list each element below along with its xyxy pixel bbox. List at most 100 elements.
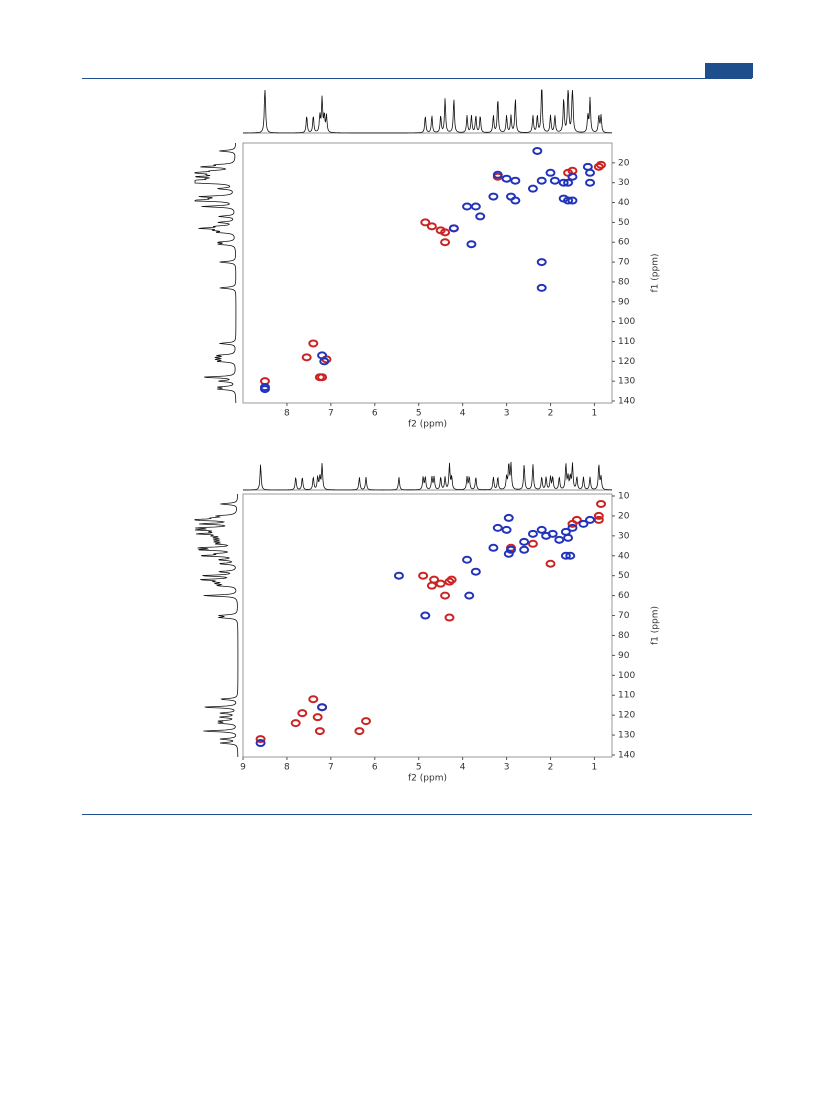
peak bbox=[426, 581, 437, 590]
y-tick-label: 60 bbox=[618, 591, 630, 601]
peak bbox=[545, 559, 556, 568]
peak bbox=[354, 727, 365, 736]
y-tick-label: 140 bbox=[618, 751, 635, 761]
y-axis-label: f1 (ppm) bbox=[651, 606, 661, 645]
peak bbox=[536, 176, 547, 185]
peak bbox=[527, 529, 538, 538]
plot-frame bbox=[242, 142, 613, 404]
peak bbox=[440, 591, 451, 600]
peak bbox=[440, 228, 451, 237]
peak bbox=[475, 212, 486, 221]
peak bbox=[435, 579, 446, 588]
y-tick-label: 120 bbox=[618, 357, 635, 367]
peak bbox=[503, 513, 514, 522]
y-tick-label: 70 bbox=[618, 611, 630, 621]
peak bbox=[488, 543, 499, 552]
peak bbox=[464, 591, 475, 600]
peak bbox=[488, 192, 499, 201]
peak bbox=[312, 713, 323, 722]
x-tick-label: 8 bbox=[284, 763, 290, 773]
x-tick-label: 7 bbox=[328, 763, 334, 773]
x-tick-label: 5 bbox=[416, 763, 422, 773]
y-tick-label: 40 bbox=[618, 198, 630, 208]
peak bbox=[462, 555, 473, 564]
peak bbox=[596, 499, 607, 508]
peak bbox=[255, 735, 266, 744]
peak bbox=[585, 168, 596, 177]
y-tick-label: 80 bbox=[618, 277, 630, 287]
peak bbox=[567, 196, 578, 205]
peak bbox=[549, 176, 560, 185]
peak bbox=[532, 146, 543, 155]
peak bbox=[558, 178, 569, 187]
x-axis-label: f2 (ppm) bbox=[408, 774, 447, 784]
peak bbox=[567, 519, 578, 528]
y-tick-label: 100 bbox=[618, 317, 635, 327]
top-projection bbox=[242, 461, 613, 491]
peak bbox=[560, 551, 571, 560]
x-tick-label: 2 bbox=[548, 409, 554, 419]
x-tick-label: 8 bbox=[284, 409, 290, 419]
peak bbox=[466, 240, 477, 249]
y-tick-label: 30 bbox=[618, 531, 630, 541]
x-tick-label: 4 bbox=[460, 409, 466, 419]
header-tab bbox=[705, 63, 753, 78]
x-tick-label: 1 bbox=[592, 409, 598, 419]
peak bbox=[545, 168, 556, 177]
peak bbox=[565, 551, 576, 560]
peak bbox=[255, 739, 266, 748]
x-tick-label: 5 bbox=[416, 409, 422, 419]
y-tick-label: 90 bbox=[618, 651, 630, 661]
y-tick-label: 20 bbox=[618, 511, 630, 521]
y-tick-label: 140 bbox=[618, 397, 635, 407]
peak bbox=[492, 170, 503, 179]
x-tick-label: 1 bbox=[592, 763, 598, 773]
peak bbox=[290, 719, 301, 728]
y-tick-label: 50 bbox=[618, 571, 630, 581]
y-tick-label: 20 bbox=[618, 158, 630, 168]
y-tick-label: 120 bbox=[618, 711, 635, 721]
x-tick-label: 3 bbox=[504, 409, 510, 419]
peak bbox=[308, 339, 319, 348]
peak bbox=[519, 537, 530, 546]
peak bbox=[593, 511, 604, 520]
peak bbox=[308, 695, 319, 704]
plot-frame bbox=[242, 493, 613, 758]
y-tick-label: 110 bbox=[618, 691, 635, 701]
x-tick-label: 6 bbox=[372, 409, 378, 419]
peak bbox=[314, 727, 325, 736]
peak bbox=[319, 357, 330, 366]
x-tick-label: 2 bbox=[548, 763, 554, 773]
peak bbox=[536, 283, 547, 292]
y-tick-label: 110 bbox=[618, 337, 635, 347]
peak bbox=[567, 523, 578, 532]
x-tick-label: 4 bbox=[460, 763, 466, 773]
peak bbox=[501, 174, 512, 183]
peak bbox=[440, 238, 451, 247]
peak bbox=[297, 709, 308, 718]
peak bbox=[420, 218, 431, 227]
peak bbox=[301, 353, 312, 362]
y-tick-label: 90 bbox=[618, 297, 630, 307]
peak bbox=[420, 611, 431, 620]
peak bbox=[547, 529, 558, 538]
peak bbox=[567, 172, 578, 181]
peak bbox=[448, 224, 459, 233]
peak bbox=[505, 545, 516, 554]
peak bbox=[314, 373, 325, 382]
peak bbox=[510, 196, 521, 205]
y-tick-label: 130 bbox=[618, 377, 635, 387]
peak bbox=[444, 613, 455, 622]
peak bbox=[503, 549, 514, 558]
peak bbox=[510, 176, 521, 185]
peak bbox=[501, 525, 512, 534]
peak bbox=[596, 160, 607, 169]
y-tick-label: 80 bbox=[618, 631, 630, 641]
y-axis-label: f1 (ppm) bbox=[651, 254, 661, 293]
peak bbox=[578, 519, 589, 528]
peak bbox=[558, 194, 569, 203]
peak bbox=[563, 533, 574, 542]
y-tick-label: 100 bbox=[618, 671, 635, 681]
